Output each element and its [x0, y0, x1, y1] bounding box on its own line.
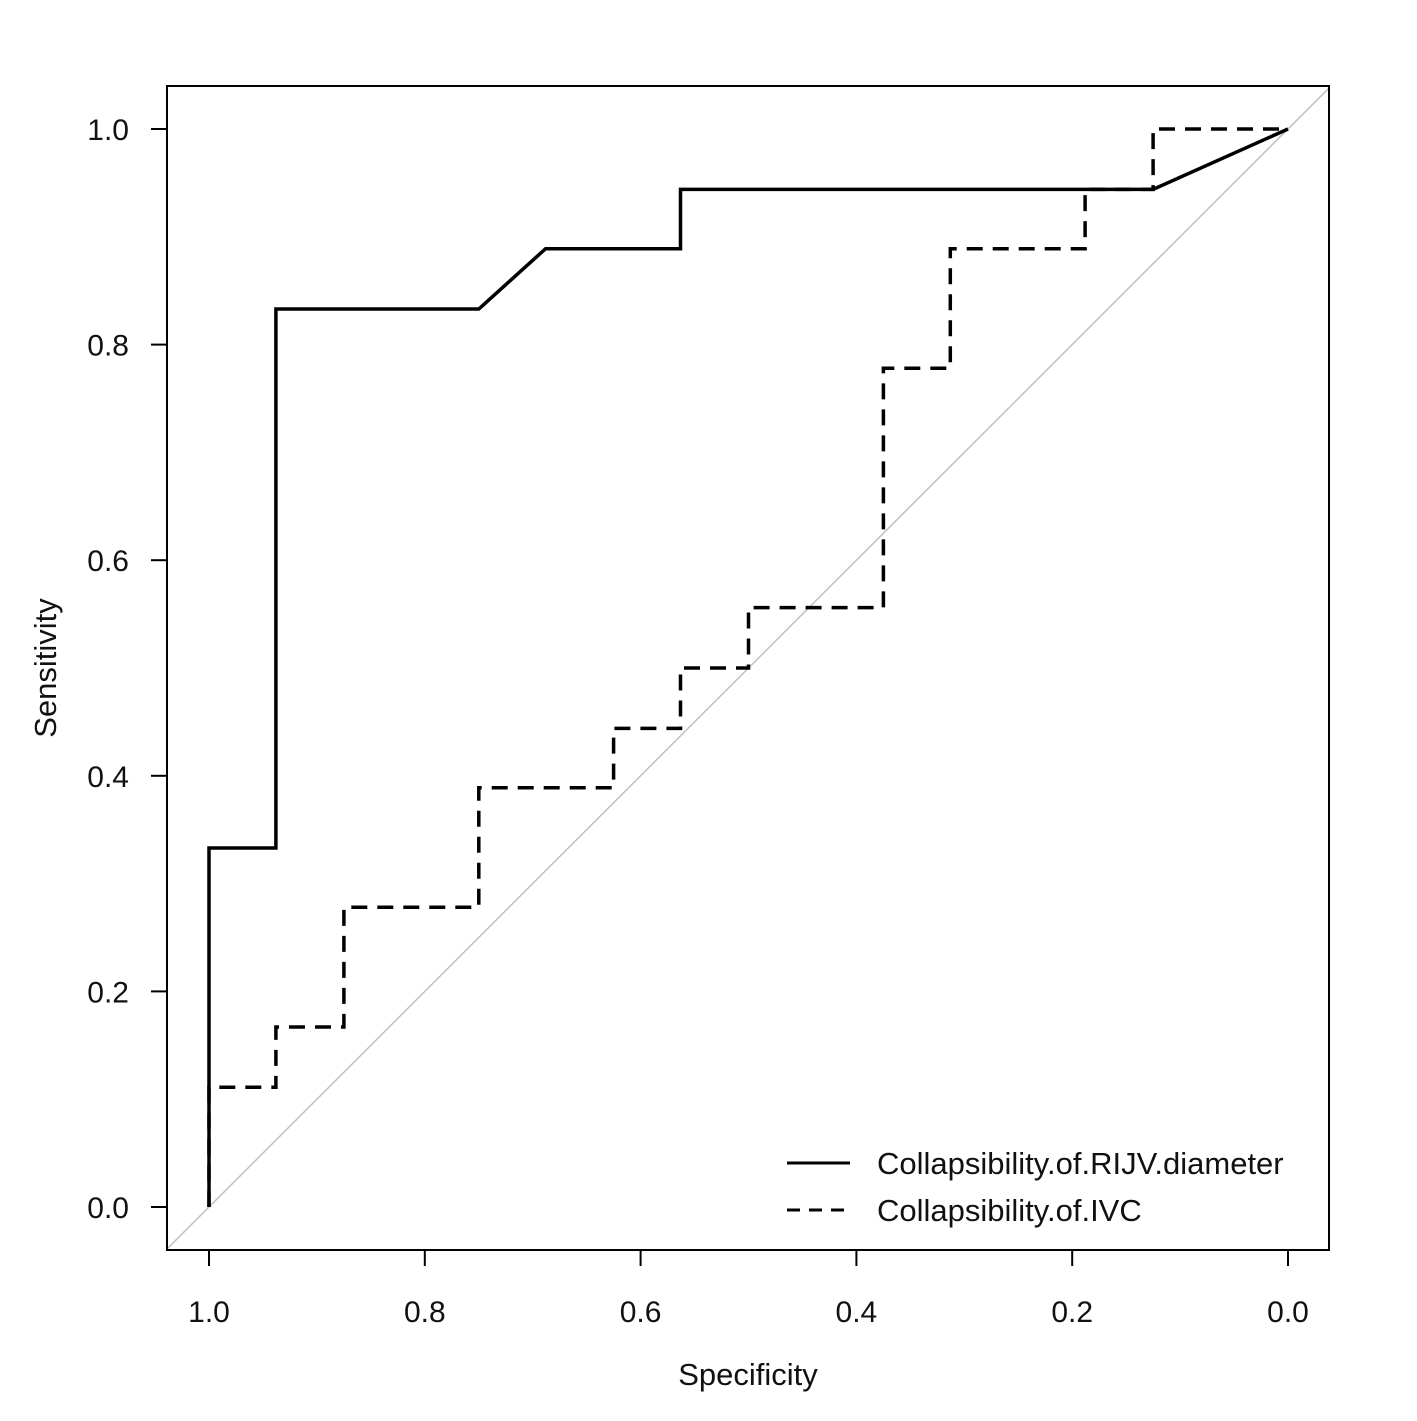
y-tick-label: 0.6 [87, 545, 129, 578]
x-axis-title: Specificity [678, 1357, 818, 1392]
series-line-ivc [207, 127, 1288, 1207]
x-axis: 1.0 0.8 0.6 0.4 0.2 0.0 [188, 1249, 1309, 1329]
series-layer [207, 127, 1289, 1207]
y-tick-label: 0.2 [87, 976, 129, 1009]
x-tick-label: 0.2 [1051, 1296, 1093, 1329]
x-tick-label: 1.0 [188, 1296, 230, 1329]
legend-label: Collapsibility.of.RIJV.diameter [877, 1146, 1284, 1181]
x-tick-label: 0.6 [620, 1296, 662, 1329]
x-tick-label: 0.4 [836, 1296, 878, 1329]
y-tick-label: 0.8 [87, 330, 129, 363]
series-line-rijv-diameter [207, 127, 1289, 1207]
y-tick-label: 1.0 [87, 114, 129, 147]
legend-label: Collapsibility.of.IVC [877, 1193, 1142, 1228]
x-tick-label: 0.0 [1267, 1296, 1309, 1329]
y-tick-label: 0.0 [87, 1192, 129, 1225]
x-tick-label: 0.8 [404, 1296, 446, 1329]
y-axis-title: Sensitivity [28, 598, 63, 738]
y-axis: 0.0 0.2 0.4 0.6 0.8 1.0 [87, 114, 168, 1225]
legend: Collapsibility.of.RIJV.diameter Collapsib… [787, 1146, 1284, 1228]
y-tick-label: 0.4 [87, 761, 129, 794]
